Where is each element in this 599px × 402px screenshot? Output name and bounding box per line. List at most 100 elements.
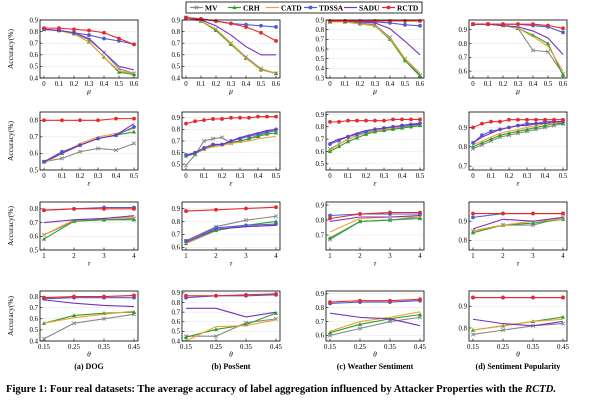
legend-entry-mv: MV <box>190 4 218 13</box>
panel-r2-c3: 0.8 0.9 1 2 3 4 τ <box>459 201 568 268</box>
x-tick-label: 0.1 <box>344 173 353 180</box>
data-point <box>391 117 395 122</box>
x-tick-label: 0.2 <box>212 81 221 88</box>
y-axis-label: Accuracy(%) <box>6 29 15 69</box>
y-tick-label: 0.8 <box>316 305 325 312</box>
data-point <box>131 129 137 134</box>
data-point <box>184 153 188 157</box>
legend-entry-catd: CATD <box>266 4 302 13</box>
data-point <box>71 321 77 326</box>
data-point <box>560 217 566 221</box>
series-line <box>185 206 277 212</box>
data-point <box>488 136 494 141</box>
x-tick-label: 0.2 <box>356 81 365 88</box>
series-rctd <box>184 114 278 126</box>
x-tick-label: 0.35 <box>384 344 396 351</box>
data-point <box>42 208 46 213</box>
y-tick-label: 0.8 <box>30 29 39 36</box>
x-tick-label: 3 <box>388 253 392 260</box>
x-tick-label: 0.5 <box>257 81 266 88</box>
series-line <box>43 131 135 163</box>
series-sadu <box>472 318 564 327</box>
panel-r0-c0: 0.4 0.5 0.6 0.7 0.8 0.9 0 0.1 0.2 0.3 0.4 0.5 0.6 μ <box>30 17 139 95</box>
series-rctd <box>471 211 565 216</box>
series-line <box>43 310 135 324</box>
data-point <box>132 293 136 298</box>
data-point <box>265 114 269 119</box>
x-tick-label: 3 <box>244 253 248 260</box>
data-point <box>238 115 242 120</box>
x-tick-label: 0.2 <box>499 81 508 88</box>
series-line <box>329 211 420 220</box>
y-tick-label: 0.8 <box>172 29 181 36</box>
data-point <box>418 23 422 28</box>
data-point <box>534 117 538 122</box>
series-catd <box>472 218 564 232</box>
plot-frame <box>181 19 281 79</box>
data-point <box>229 115 233 120</box>
data-point <box>489 119 493 124</box>
x-tick-label: 0.5 <box>416 173 425 180</box>
x-tick-label: 0.4 <box>386 81 395 88</box>
plot-frame <box>468 201 568 251</box>
data-point <box>184 239 188 243</box>
series-line <box>329 298 421 303</box>
data-point <box>327 235 333 240</box>
y-tick-label: 0.6 <box>172 150 181 157</box>
data-point <box>372 129 378 134</box>
data-point <box>41 236 47 241</box>
y-tick-label: 0.8 <box>316 124 325 131</box>
data-point <box>390 127 396 131</box>
data-point <box>131 141 137 146</box>
series-line <box>186 293 277 297</box>
y-tick-label: 0.9 <box>459 27 468 34</box>
data-point <box>96 118 100 123</box>
series-line <box>329 314 421 334</box>
data-point <box>273 130 279 135</box>
data-point <box>274 291 278 296</box>
x-axis-label: μ <box>516 87 520 96</box>
data-point <box>387 217 393 222</box>
panel-r2-c2: 0.7 0.8 0.9 1 2 3 4 τ <box>316 201 425 268</box>
y-tick-label: 0.8 <box>30 118 39 125</box>
y-tick-label: 0.5 <box>30 64 39 71</box>
series-line <box>43 142 135 163</box>
x-tick-label: 3 <box>531 253 535 260</box>
data-point <box>400 117 404 122</box>
panel-r3-c2: 0.6 0.7 0.8 0.9 0.15 0.25 0.35 0.45 θ <box>316 290 427 359</box>
series-line <box>185 223 277 242</box>
data-point <box>220 117 224 121</box>
x-tick-label: 0 <box>328 81 332 88</box>
data-point <box>327 149 333 154</box>
y-tick-label: 0.9 <box>172 115 181 122</box>
y-tick-label: 0.9 <box>459 219 468 226</box>
data-point <box>101 316 107 321</box>
y-tick-label: 0.6 <box>172 52 181 59</box>
x-axis-label: τ <box>374 259 377 268</box>
x-tick-label: 0 <box>471 173 475 180</box>
data-point <box>244 25 248 29</box>
series-line <box>329 216 420 233</box>
plot-frame <box>39 201 139 251</box>
y-tick-label: 0.6 <box>459 68 468 75</box>
data-point <box>102 206 106 211</box>
data-point <box>274 205 278 210</box>
data-point <box>255 134 261 138</box>
legend-marker <box>232 5 237 10</box>
y-tick-label: 0.8 <box>30 294 39 301</box>
y-tick-label: 0.7 <box>172 138 181 145</box>
data-point <box>219 135 225 140</box>
legend-label: CRH <box>243 4 260 13</box>
y-tick-label: 0.7 <box>316 136 325 143</box>
data-point <box>42 295 46 300</box>
y-tick-label: 0.9 <box>316 17 325 24</box>
panel-r0-c2: 0.3 0.4 0.5 0.6 0.7 0.8 0.9 0 0.1 0.2 0.3 0.4 0.5 0.6… <box>316 17 425 95</box>
series-line <box>185 319 277 342</box>
legend-label: MV <box>205 4 218 13</box>
y-tick-label: 0.6 <box>172 245 181 252</box>
y-tick-label: 0.6 <box>316 46 325 53</box>
y-tick-label: 0.5 <box>30 167 39 174</box>
y-tick-label: 0.7 <box>172 232 181 239</box>
series-mv <box>41 312 137 341</box>
series-line <box>185 215 277 242</box>
